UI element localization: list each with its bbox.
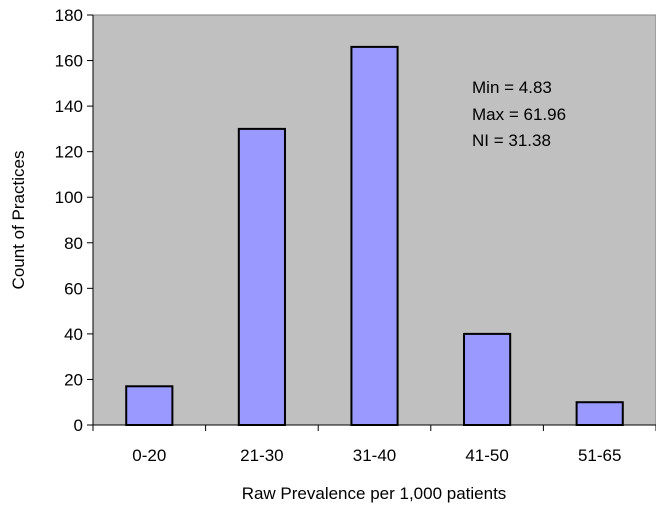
y-tick-label: 140 (55, 97, 83, 116)
y-tick-label: 180 (55, 6, 83, 25)
y-tick-label: 80 (64, 234, 83, 253)
bar-51-65 (575, 401, 624, 427)
y-tick-label: 20 (64, 370, 83, 389)
annotation-ni: NI = 31.38 (472, 131, 551, 150)
bar-21-30 (237, 127, 286, 426)
y-axis-ticks: 0 20 40 60 80 100 120 140 160 180 (55, 6, 93, 435)
x-tick-label: 41-50 (465, 446, 508, 465)
bar-0-20 (125, 385, 174, 426)
x-axis-ticks: 0-20 21-30 31-40 41-50 51-65 (92, 425, 656, 465)
y-tick-label: 120 (55, 143, 83, 162)
y-tick-label: 40 (64, 325, 83, 344)
x-tick-label: 0-20 (132, 446, 166, 465)
y-tick-label: 0 (74, 416, 83, 435)
annotation-min: Min = 4.83 (472, 78, 552, 97)
y-tick-label: 60 (64, 279, 83, 298)
y-tick-label: 100 (55, 188, 83, 207)
x-axis-title: Raw Prevalence per 1,000 patients (242, 484, 507, 503)
y-tick-label: 160 (55, 52, 83, 71)
bar-31-40 (350, 45, 399, 427)
bar-41-50 (463, 332, 512, 426)
annotation-max: Max = 61.96 (472, 105, 566, 124)
y-axis-title: Count of Practices (9, 151, 28, 290)
x-tick-label: 51-65 (578, 446, 621, 465)
x-tick-label: 31-40 (353, 446, 396, 465)
x-tick-label: 21-30 (240, 446, 283, 465)
